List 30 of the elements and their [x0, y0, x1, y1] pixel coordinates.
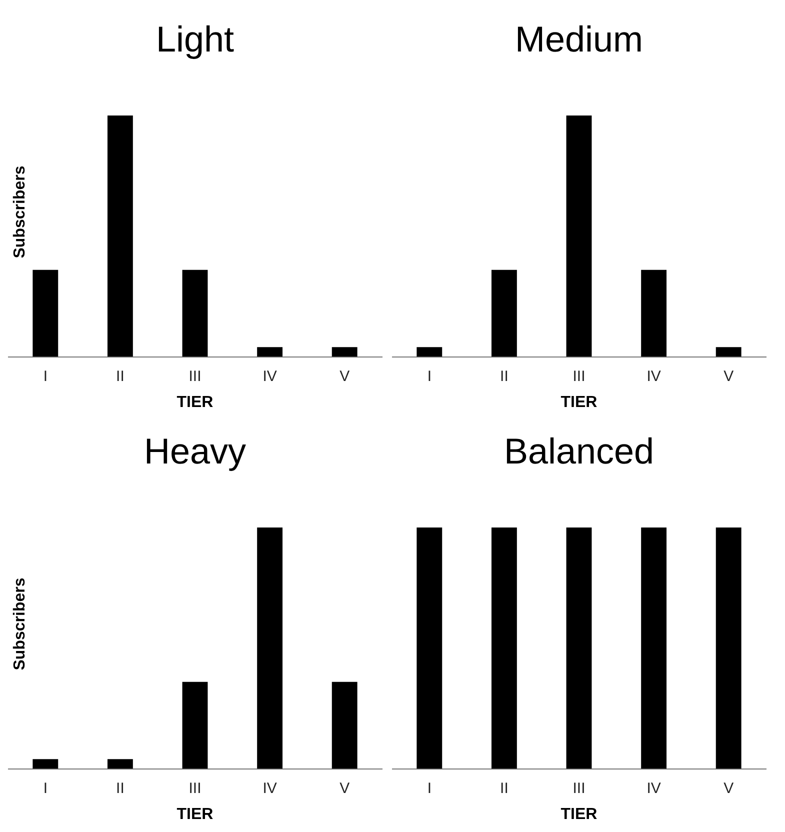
x-tick-label: I [427, 780, 432, 797]
x-tick-label: III [188, 780, 202, 797]
x-tick-label: II [500, 780, 508, 797]
chart-title: Medium [514, 18, 644, 60]
x-tick-label: IV [262, 368, 277, 385]
x-tick-label: I [43, 368, 48, 385]
x-tick-label: III [572, 780, 586, 797]
x-tick-label: IV [262, 780, 277, 797]
y-axis-title: Subscribers [11, 578, 28, 670]
x-tick-label: IV [646, 368, 661, 385]
chart-title: Light [156, 18, 234, 60]
x-tick-label: II [116, 368, 124, 385]
x-axis-title: TIER [560, 806, 598, 823]
x-tick-label: V [340, 780, 350, 797]
x-axis-title: TIER [176, 806, 214, 823]
x-tick-label: I [427, 368, 432, 385]
x-tick-label: II [500, 368, 508, 385]
x-axis-title: TIER [560, 394, 598, 411]
chart-title: Balanced [504, 430, 654, 472]
x-tick-label: I [43, 780, 48, 797]
x-tick-label: V [724, 368, 734, 385]
x-tick-label: III [572, 368, 586, 385]
chart-title: Heavy [144, 430, 246, 472]
x-tick-label: IV [646, 780, 661, 797]
x-tick-label: V [340, 368, 350, 385]
x-tick-label: III [188, 368, 202, 385]
y-axis-title: Subscribers [11, 166, 28, 258]
x-tick-label: II [116, 780, 124, 797]
x-axis-title: TIER [176, 394, 214, 411]
x-tick-label: V [724, 780, 734, 797]
